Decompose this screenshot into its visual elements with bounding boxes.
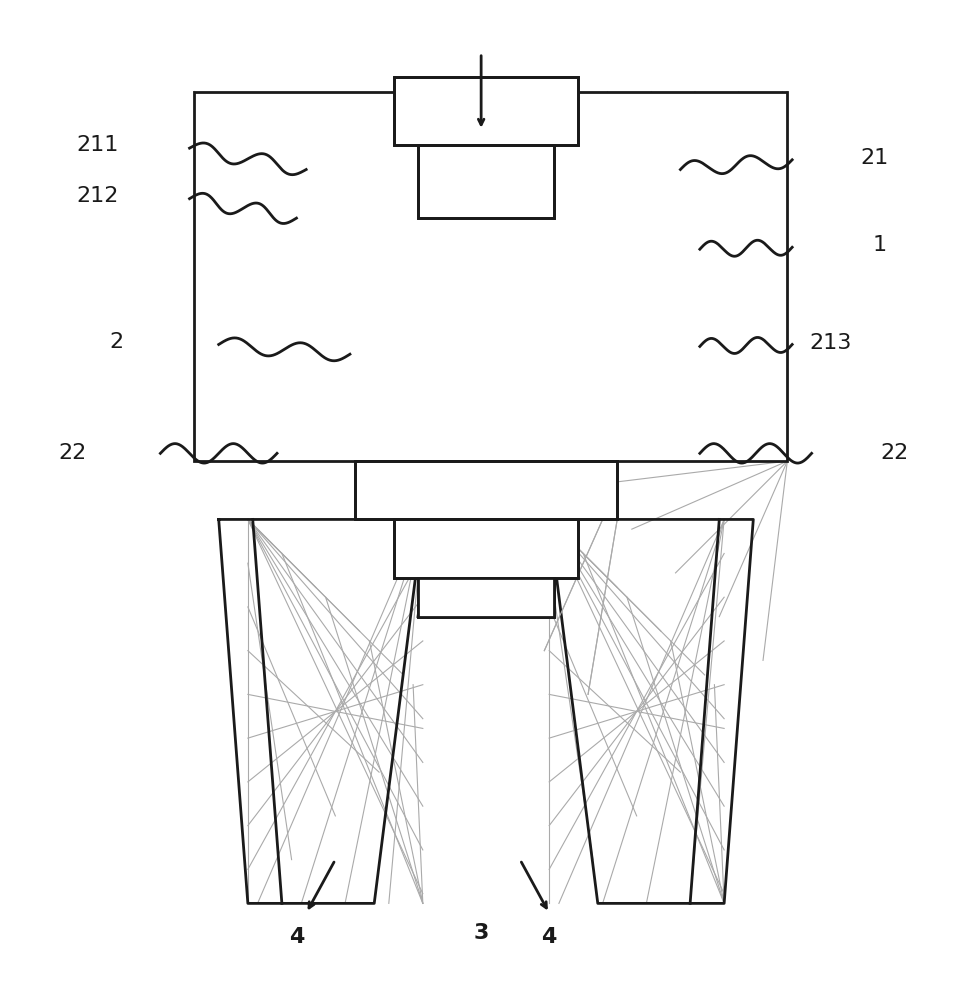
Bar — [418, 145, 554, 218]
Bar — [394, 519, 578, 578]
Text: 213: 213 — [810, 333, 852, 353]
Text: 22: 22 — [58, 443, 87, 463]
Bar — [418, 578, 554, 617]
Bar — [194, 92, 787, 461]
Bar — [355, 461, 617, 519]
Bar — [355, 461, 617, 519]
Text: 21: 21 — [860, 148, 889, 168]
Text: 2: 2 — [110, 332, 123, 352]
Bar — [418, 145, 554, 218]
Bar — [355, 461, 617, 519]
Text: 1: 1 — [873, 235, 886, 255]
Bar — [394, 77, 578, 145]
Bar — [394, 77, 578, 145]
Text: 211: 211 — [76, 135, 119, 155]
Bar — [394, 519, 578, 578]
Text: 3: 3 — [473, 923, 489, 943]
Text: 22: 22 — [880, 443, 909, 463]
Bar — [418, 578, 554, 617]
Bar — [418, 77, 554, 218]
Text: 4: 4 — [289, 927, 304, 947]
Text: 4: 4 — [541, 927, 557, 947]
Text: 212: 212 — [76, 186, 119, 206]
